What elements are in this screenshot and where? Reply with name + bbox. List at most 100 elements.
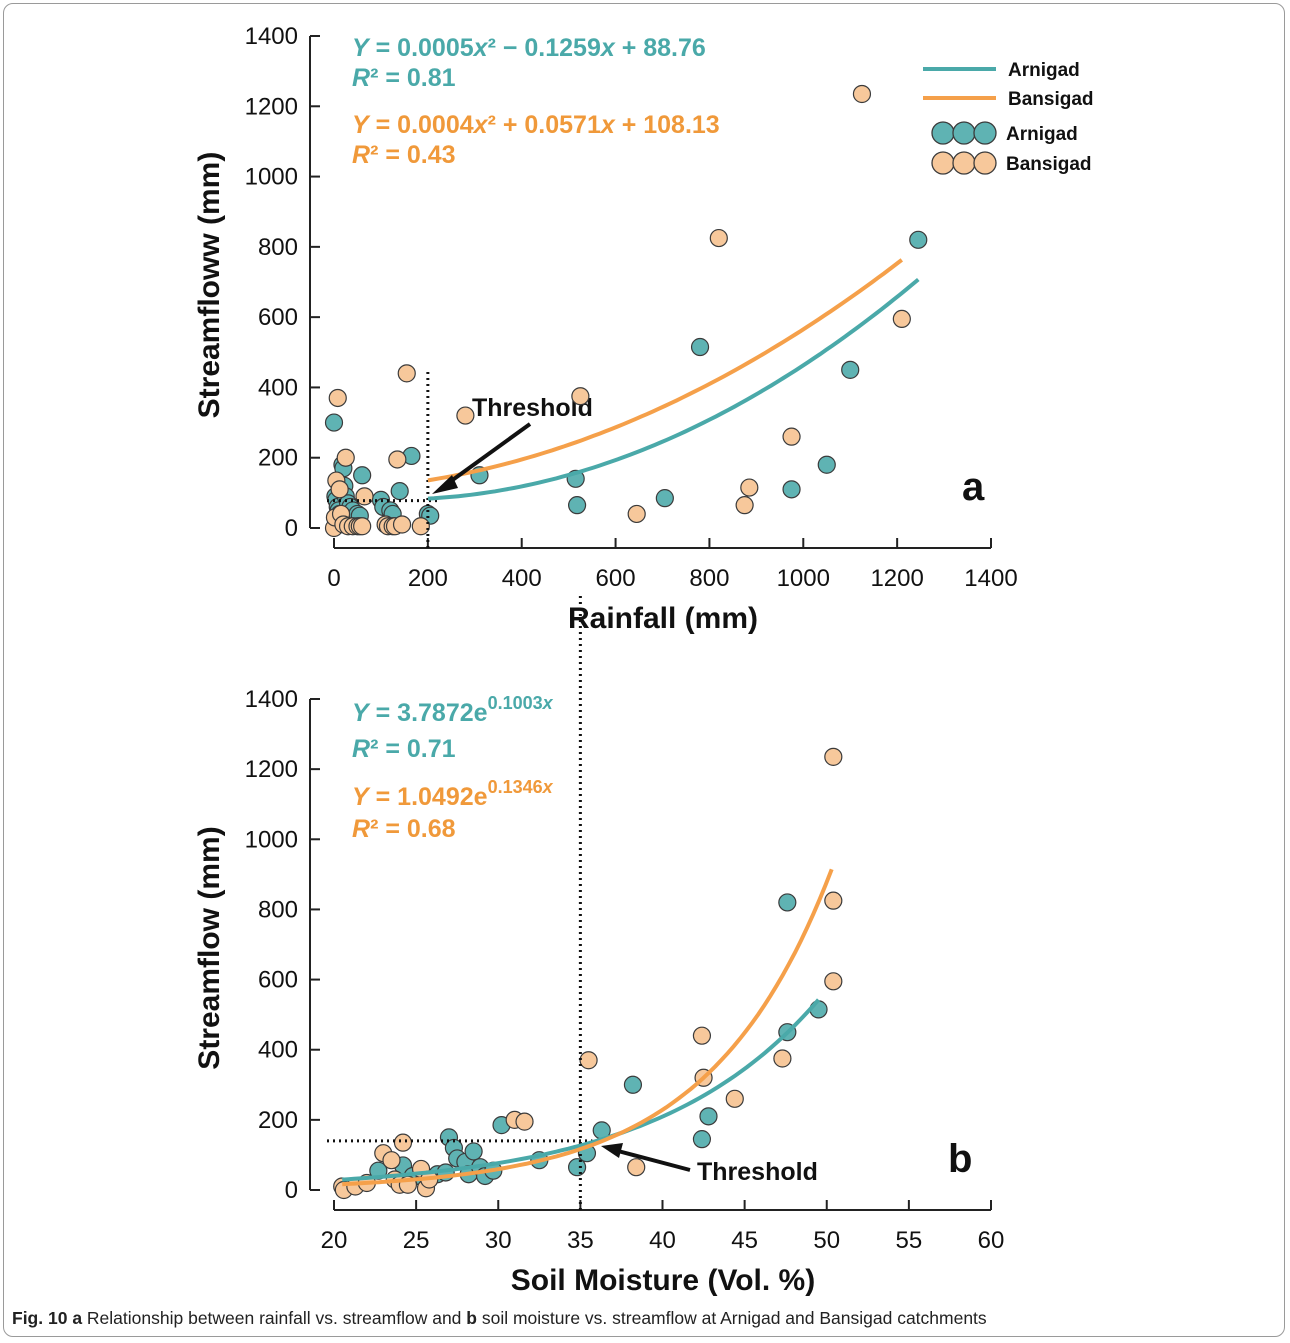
panel-b-x-tick-label: 45 bbox=[731, 1227, 758, 1254]
panel-a-point-arnigad bbox=[841, 360, 860, 379]
panel-a-x-tick-label: 1000 bbox=[777, 565, 830, 592]
panel-b-y-tick-label: 600 bbox=[258, 967, 298, 994]
panel-b-y-tick-label: 200 bbox=[258, 1107, 298, 1134]
panel-a-point-arnigad bbox=[567, 496, 587, 515]
panel-a-y-tick-label: 800 bbox=[258, 234, 298, 261]
panel-a-y-tick-label: 400 bbox=[258, 374, 298, 401]
caption-text-1: Relationship between rainfall vs. stream… bbox=[82, 1308, 467, 1328]
panel-b-point-bansigad bbox=[382, 1151, 401, 1170]
legend: Arnigad Bansigad Arnigad Bansigad bbox=[923, 60, 1094, 175]
panel-a-point-arnigad bbox=[909, 230, 928, 249]
panel-b-point-bansigad bbox=[773, 1049, 792, 1068]
panel-b-point-bansigad bbox=[393, 1133, 413, 1152]
panel-a-arnigad-equation: Y = 0.0005x² − 0.1259x + 88.76 bbox=[352, 34, 706, 62]
panel-a-point-bansigad bbox=[411, 517, 430, 536]
panel-b-x-tick-label: 40 bbox=[649, 1227, 676, 1254]
caption-b: b bbox=[466, 1308, 477, 1328]
panel-b-bansigad-r2: R² = 0.68 bbox=[352, 815, 456, 843]
legend-marker-bansigad bbox=[931, 151, 997, 175]
panel-a-x-tick-label: 200 bbox=[408, 565, 448, 592]
legend-arnigad-circle bbox=[931, 121, 955, 145]
panel-a-point-arnigad bbox=[390, 482, 409, 501]
panel-b-point-bansigad bbox=[824, 972, 843, 991]
legend-line-arnigad-label: Arnigad bbox=[1008, 60, 1080, 81]
panel-a-point-bansigad bbox=[392, 515, 412, 534]
panel-a-point-arnigad bbox=[690, 337, 710, 357]
panel-b-threshold-arrowhead bbox=[601, 1143, 623, 1158]
legend-bansigad-circle bbox=[973, 151, 997, 175]
legend-bansigad-circle bbox=[931, 151, 955, 175]
panel-b-point-bansigad bbox=[627, 1158, 646, 1177]
panel-a-point-arnigad bbox=[353, 466, 372, 485]
panel-a-point-bansigad bbox=[355, 487, 374, 506]
legend-arnigad-circle bbox=[973, 121, 997, 145]
panel-b-threshold-label: Threshold bbox=[697, 1158, 818, 1186]
legend-line-bansigad-label: Bansigad bbox=[1008, 89, 1094, 110]
legend-arnigad-circle bbox=[952, 121, 976, 145]
panel-b-point-arnigad bbox=[464, 1142, 483, 1161]
panel-a-label: a bbox=[962, 465, 985, 509]
panel-a-point-bansigad bbox=[328, 388, 347, 408]
legend-marker-arnigad-label: Arnigad bbox=[1006, 124, 1078, 145]
panel-b-fit-bansigad bbox=[342, 868, 834, 1187]
figure-caption: Fig. 10 a Relationship between rainfall … bbox=[12, 1308, 1282, 1329]
legend-marker-arnigad bbox=[931, 121, 997, 145]
panel-a-point-bansigad bbox=[782, 427, 801, 446]
panel-a-y-axis-label: Streamfloww (mm) bbox=[193, 152, 226, 419]
panel-a-fit-arnigad bbox=[427, 277, 920, 501]
panel-b-point-arnigad bbox=[699, 1107, 718, 1126]
caption-a: a bbox=[72, 1308, 83, 1328]
panel-b-x-tick-label: 60 bbox=[978, 1227, 1005, 1254]
panel-b-x-tick-label: 50 bbox=[813, 1227, 840, 1254]
panel-b-threshold-arrow bbox=[617, 1149, 691, 1172]
panel-a-point-arnigad bbox=[817, 455, 836, 474]
panel-a-x-axis-label: Rainfall (mm) bbox=[568, 602, 758, 635]
panel-b-point-bansigad bbox=[725, 1089, 744, 1108]
panel-b-point-arnigad bbox=[778, 893, 797, 912]
panel-b-y-tick-label: 400 bbox=[258, 1037, 298, 1064]
panel-a-y-tick-label: 0 bbox=[285, 515, 298, 542]
panel-a-y-tick-label: 1000 bbox=[245, 164, 298, 191]
panel-a-y-tick-label: 1400 bbox=[245, 23, 298, 50]
panel-b-label: b bbox=[948, 1137, 972, 1181]
panel-b-point-bansigad bbox=[515, 1112, 534, 1131]
panel-b-point-arnigad bbox=[623, 1075, 643, 1094]
panel-b-x-tick-label: 20 bbox=[321, 1227, 348, 1254]
panel-a-point-bansigad bbox=[571, 387, 590, 406]
panel-b-y-tick-label: 1000 bbox=[245, 826, 298, 853]
panel-b-x-tick-label: 35 bbox=[567, 1227, 594, 1254]
panel-a-point-bansigad bbox=[330, 480, 349, 499]
caption-text-2: soil moisture vs. streamflow at Arnigad … bbox=[476, 1308, 987, 1328]
panel-a-point-arnigad bbox=[324, 413, 344, 432]
panel-a-point-bansigad bbox=[892, 309, 911, 328]
panel-a-point-bansigad bbox=[336, 448, 355, 467]
panel-b-y-tick-label: 1200 bbox=[245, 756, 298, 783]
panel-b-y-tick-label: 0 bbox=[285, 1177, 298, 1204]
panel-b-x-axis-label: Soil Moisture (Vol. %) bbox=[511, 1264, 815, 1297]
panel-b-x-tick-label: 55 bbox=[896, 1227, 923, 1254]
panel-a-point-bansigad bbox=[456, 406, 475, 425]
panel-a-point-bansigad bbox=[852, 84, 872, 104]
panel-b-bansigad-equation: Y = 1.0492e0.1346x bbox=[352, 777, 554, 811]
panel-a-x-tick-label: 1200 bbox=[870, 565, 923, 592]
panel-b-point-bansigad bbox=[579, 1051, 598, 1070]
panel-b-x-tick-label: 30 bbox=[485, 1227, 512, 1254]
panel-b-arnigad-r2: R² = 0.71 bbox=[352, 735, 456, 763]
panel-a-x-tick-label: 400 bbox=[502, 565, 542, 592]
panel-a-point-bansigad bbox=[627, 504, 646, 524]
legend-bansigad-circle bbox=[952, 151, 976, 175]
legend-marker-bansigad-label: Bansigad bbox=[1006, 154, 1092, 175]
panel-a-point-bansigad bbox=[397, 364, 416, 383]
panel-a-x-tick-label: 0 bbox=[327, 565, 340, 592]
panel-b-point-arnigad bbox=[692, 1130, 712, 1149]
panel-a-bansigad-equation: Y = 0.0004x² + 0.0571x + 108.13 bbox=[352, 111, 720, 139]
panel-a-point-bansigad bbox=[353, 517, 372, 536]
panel-a-point-bansigad bbox=[388, 450, 407, 469]
panel-b-point-arnigad bbox=[567, 1158, 587, 1177]
panel-a-arnigad-r2: R² = 0.81 bbox=[352, 64, 456, 92]
panel-a-bansigad-r2: R² = 0.43 bbox=[352, 141, 456, 169]
panel-b: Y = 3.7872e0.1003x R² = 0.71 Y = 1.0492e… bbox=[193, 693, 972, 1297]
panel-a-point-bansigad bbox=[740, 478, 759, 497]
